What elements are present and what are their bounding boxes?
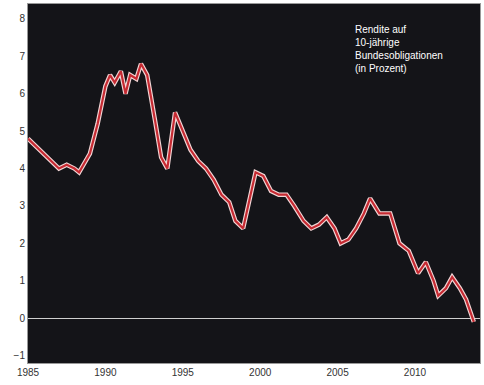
svg-text:Rendite auf10-jährigeBundesobl: Rendite auf10-jährigeBundesobligationen(… (355, 24, 443, 74)
svg-text:0: 0 (19, 313, 25, 324)
svg-text:1: 1 (19, 275, 25, 286)
svg-text:1995: 1995 (172, 367, 195, 378)
svg-text:2005: 2005 (326, 367, 349, 378)
svg-text:8: 8 (19, 13, 25, 24)
svg-text:6: 6 (19, 88, 25, 99)
svg-text:1990: 1990 (94, 367, 117, 378)
svg-text:2: 2 (19, 238, 25, 249)
svg-text:5: 5 (19, 126, 25, 137)
svg-text:7: 7 (19, 51, 25, 62)
svg-text:4: 4 (19, 163, 25, 174)
svg-text:−1: −1 (14, 350, 26, 361)
svg-text:1985: 1985 (17, 367, 40, 378)
svg-text:2010: 2010 (404, 367, 427, 378)
svg-text:3: 3 (19, 200, 25, 211)
svg-text:2000: 2000 (249, 367, 272, 378)
